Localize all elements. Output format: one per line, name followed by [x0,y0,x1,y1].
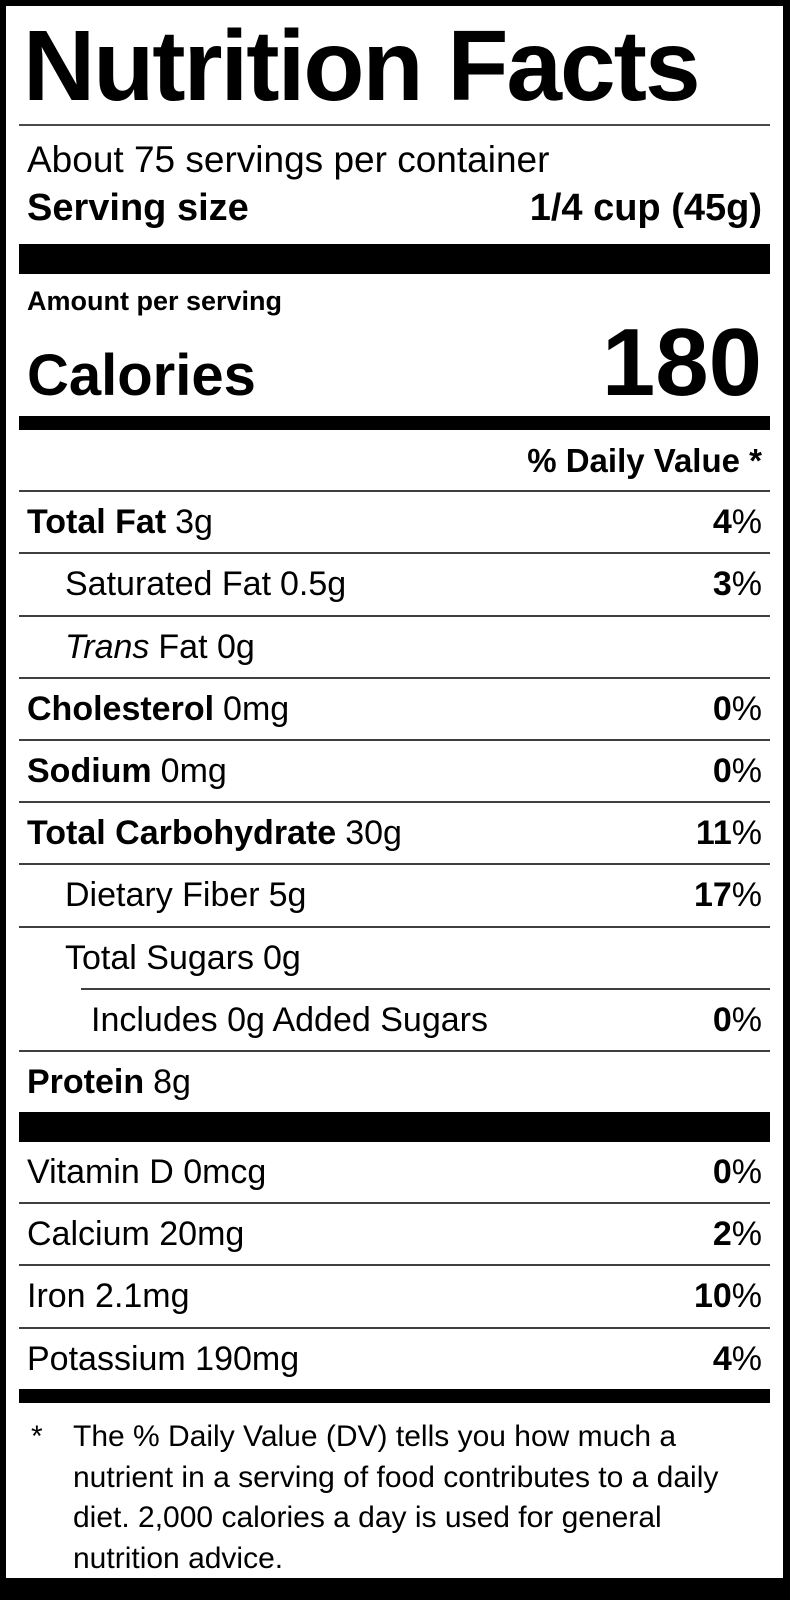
nutrient-label: Sodium 0mg [27,749,227,793]
nutrient-amount: 8g [153,1062,191,1101]
calories-value: 180 [601,309,762,416]
nutrient-name: Total Fat [27,503,167,542]
nutrient-row-sodium: Sodium 0mg 0% [19,738,770,801]
vitamin-name: Vitamin D 0mcg [27,1153,267,1192]
vitamin-row-vitamin-d: Vitamin D 0mcg 0% [19,1142,770,1202]
serving-size-row: Serving size 1/4 cup (45g) [19,181,770,244]
vitamin-name: Potassium 190mg [27,1339,300,1378]
nutrient-row-dietary-fiber: Dietary Fiber 5g 17% [19,863,770,925]
nutrient-row-trans-fat: Trans Fat 0g [19,614,770,677]
nutrient-label: Protein 8g [27,1060,191,1104]
daily-value: 0% [712,751,762,790]
nutrient-name: Dietary Fiber [65,876,260,915]
nutrient-amount: 0mg [160,751,227,790]
nutrient-amount: 0g [263,938,301,977]
footnote-asterisk: * [31,1419,43,1453]
nutrient-label: Total Carbohydrate 30g [27,811,402,855]
vitamin-row-iron: Iron 2.1mg 10% [19,1264,770,1326]
nutrient-amount: 3g [175,503,213,542]
nutrient-label: Dietary Fiber 5g [65,873,306,917]
nutrient-name: Sodium [27,751,152,790]
nutrient-amount: 0.5g [280,565,347,604]
nutrient-label: Saturated Fat 0.5g [65,562,346,606]
servings-per-container: About 75 servings per container [27,139,550,180]
nutrient-name: Cholesterol [27,689,215,728]
amount-per-serving: Amount per serving [27,286,283,316]
calories-row: Calories 180 [19,309,770,416]
nutrient-row-total-carbohydrate: Total Carbohydrate 30g 11% [19,801,770,863]
section-bar-thick [19,1112,770,1143]
nutrient-row-saturated-fat: Saturated Fat 0.5g 3% [19,552,770,614]
nutrient-name: Total Sugars [65,938,254,977]
daily-value-header: % Daily Value * [527,442,762,480]
nutrient-row-total-fat: Total Fat 3g 4% [19,490,770,552]
footnote-text: The % Daily Value (DV) tells you how muc… [73,1419,719,1576]
vitamin-name: Calcium 20mg [27,1215,245,1254]
section-bar-medium [19,1388,770,1403]
nutrient-name: Includes 0g Added Sugars [91,1000,488,1039]
nutrient-row-added-sugars: Includes 0g Added Sugars 0% [81,987,770,1050]
nutrient-name: Total Carbohydrate [27,814,337,853]
nutrient-name: Trans [65,627,150,666]
daily-value: 4% [712,503,762,542]
title-divider [19,124,770,126]
daily-value: 3% [712,565,762,604]
daily-value: 2% [712,1215,762,1254]
nutrient-label: Includes 0g Added Sugars [91,998,497,1042]
serving-size-label: Serving size [27,187,249,229]
nutrient-label: Total Fat 3g [27,500,213,544]
daily-value: 4% [712,1339,762,1378]
nutrient-row-protein: Protein 8g [19,1049,770,1112]
nutrient-amount: 30g [345,814,402,853]
nutrient-amount: 0mg [223,689,290,728]
daily-value: 0% [712,1000,762,1039]
section-bar-thick [19,244,770,274]
daily-value: 0% [712,1153,762,1192]
nutrient-name: Saturated Fat [65,565,272,604]
calories-label: Calories [27,343,256,408]
nutrient-row-total-sugars: Total Sugars 0g [19,925,770,988]
serving-size-value: 1/4 cup (45g) [529,187,762,229]
daily-value: 10% [693,1277,762,1316]
daily-value: 11% [695,814,762,853]
nutrient-name: Protein [27,1062,145,1101]
label-title: Nutrition Facts [23,10,701,122]
daily-value: 17% [693,876,762,915]
nutrient-label: Trans Fat 0g [65,625,255,669]
nutrient-label: Cholesterol 0mg [27,687,289,731]
nutrient-row-cholesterol: Cholesterol 0mg 0% [19,676,770,739]
nutrient-amount: 5g [268,876,307,915]
nutrient-amount: Fat 0g [158,627,255,666]
daily-value: 0% [712,689,762,728]
section-bar-medium [19,416,770,431]
nutrient-label: Total Sugars 0g [65,936,301,980]
vitamin-row-potassium: Potassium 190mg 4% [19,1326,770,1389]
vitamin-name: Iron 2.1mg [27,1277,190,1316]
vitamin-row-calcium: Calcium 20mg 2% [19,1202,770,1264]
footnote: * The % Daily Value (DV) tells you how m… [19,1403,770,1578]
